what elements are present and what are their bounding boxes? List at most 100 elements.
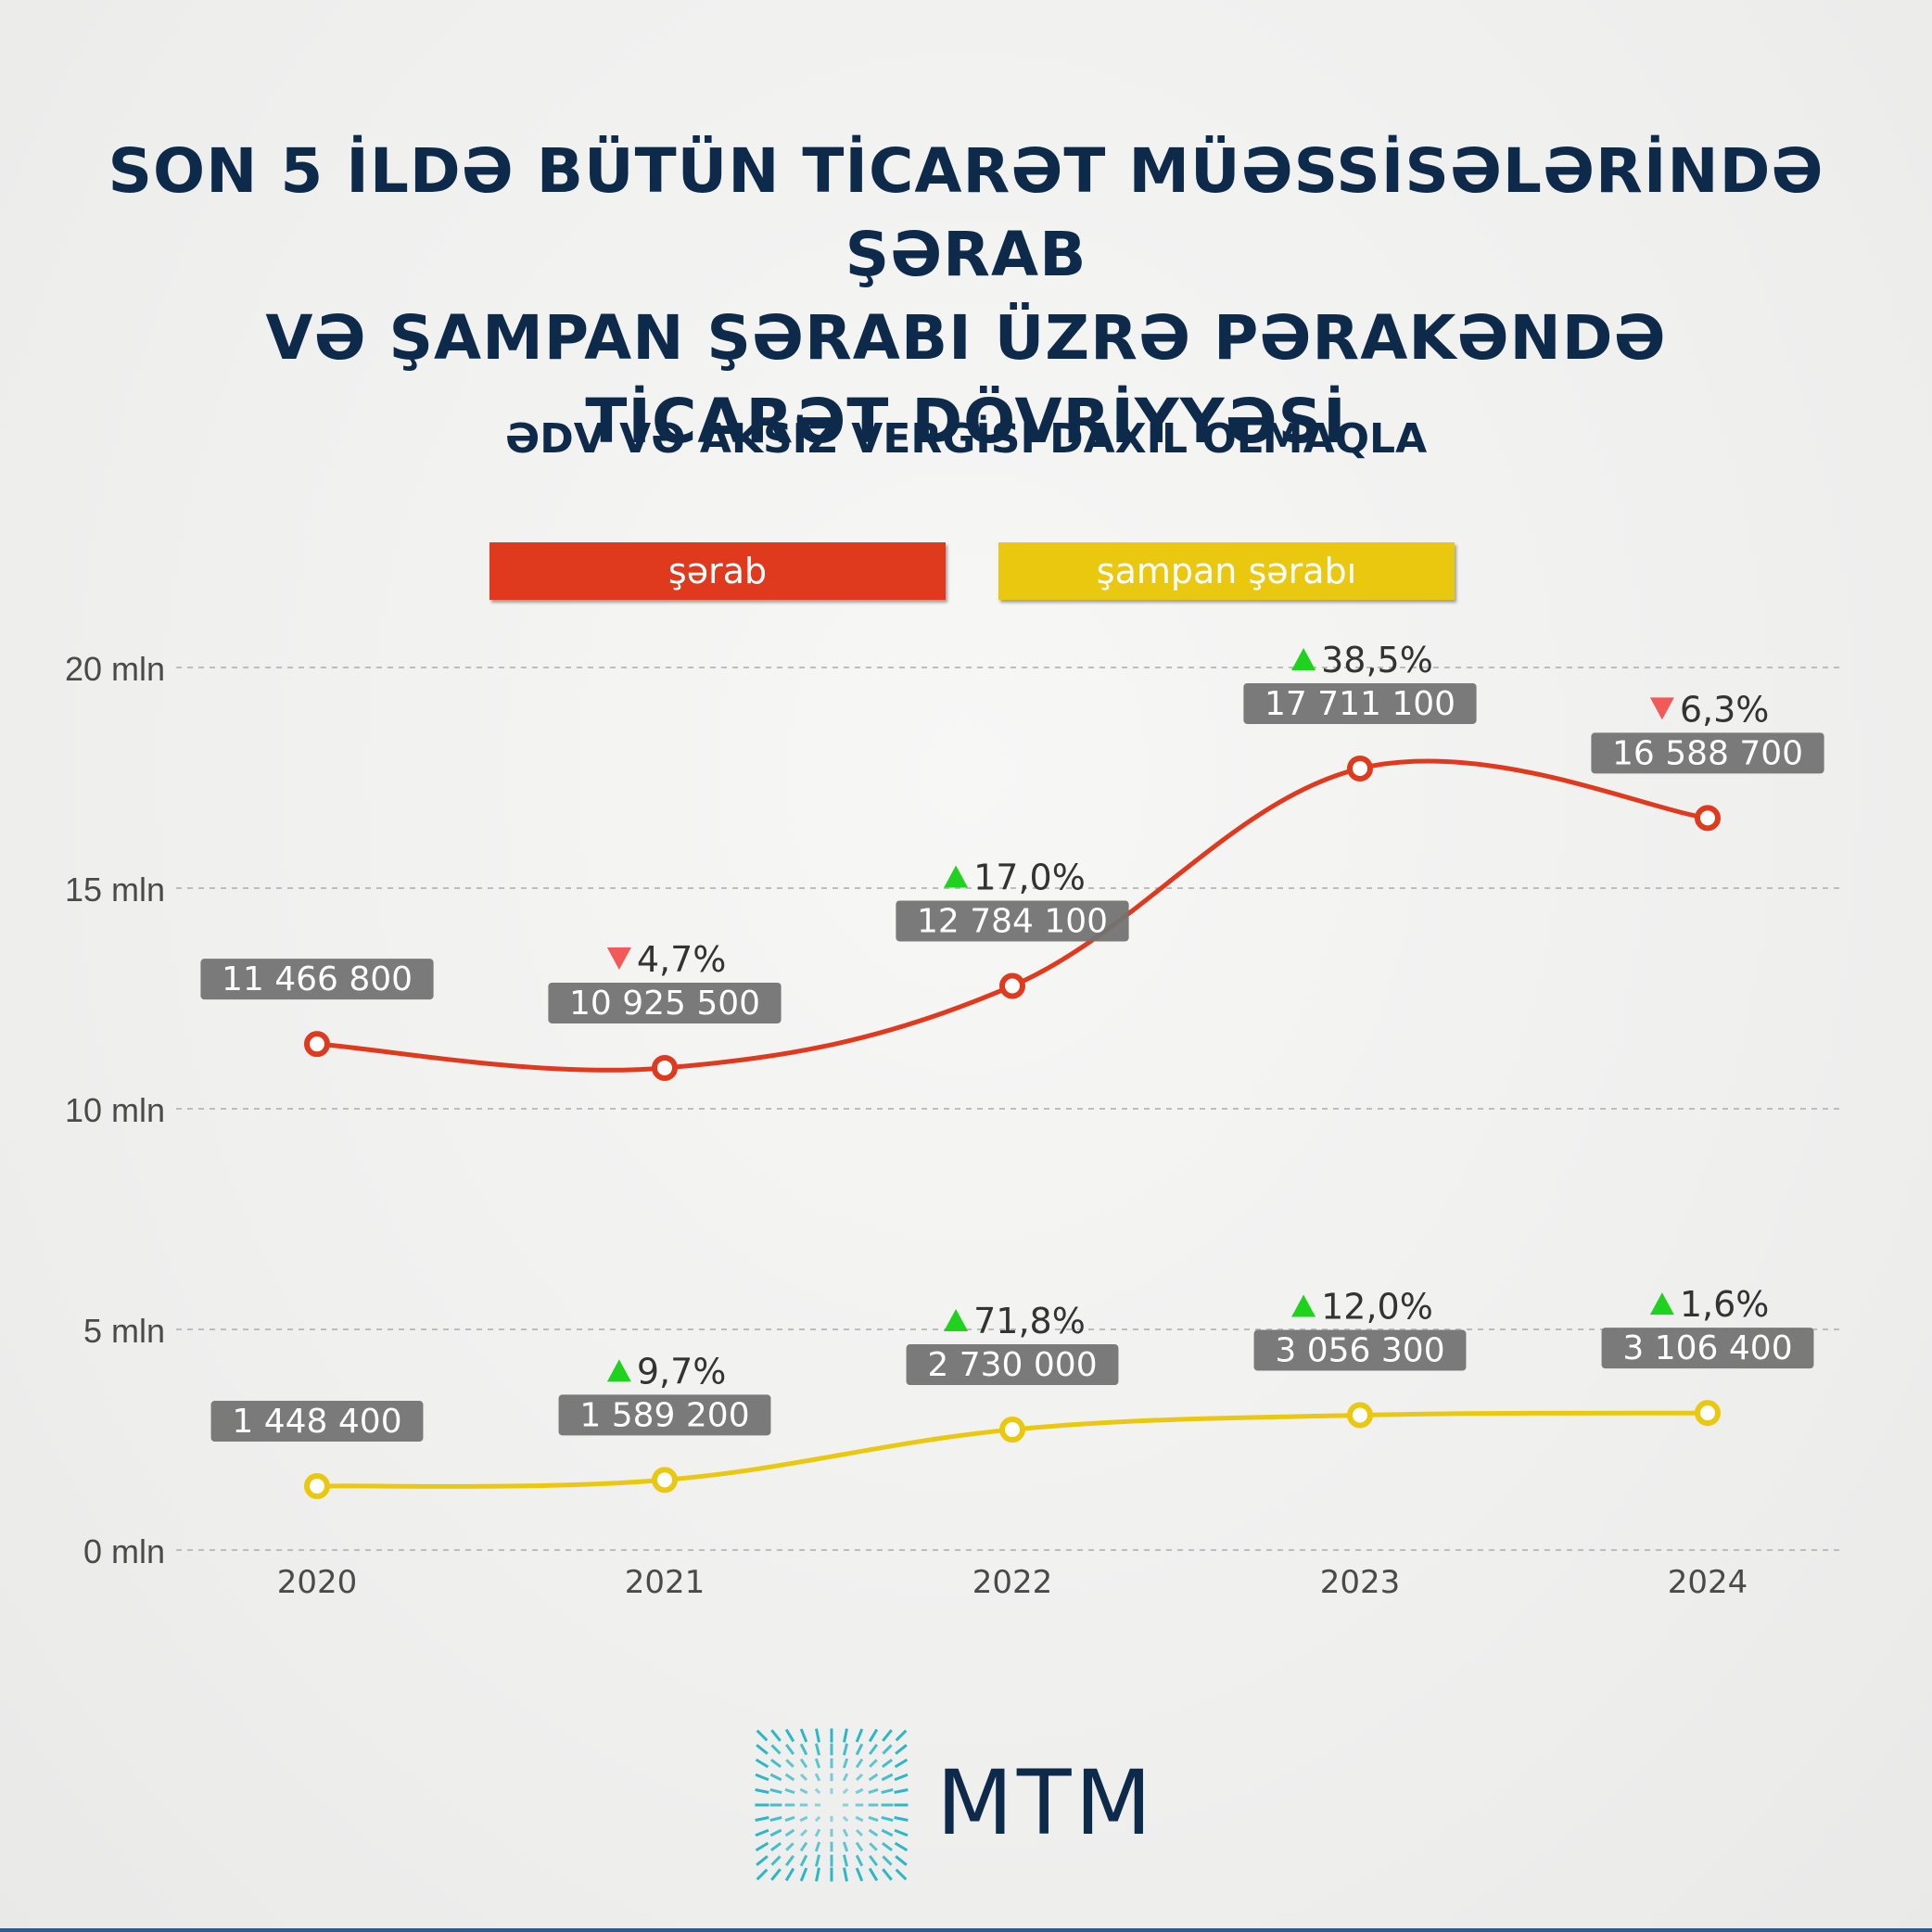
logo-ray	[799, 1828, 808, 1837]
logo-ray	[799, 1787, 808, 1795]
x-tick-label: 2020	[277, 1564, 358, 1601]
logo-ray	[842, 1773, 849, 1782]
data-label: 3 056 300	[1253, 1329, 1467, 1371]
logo-ray	[814, 1787, 821, 1795]
up-arrow-icon	[1291, 1294, 1316, 1317]
logo-ray	[868, 1867, 879, 1882]
logo-ray	[894, 1828, 909, 1837]
logo-ray	[894, 1788, 909, 1794]
data-label: 17 711 100	[1243, 682, 1477, 724]
logo-ray	[785, 1759, 794, 1768]
data-label-box	[1253, 1329, 1467, 1371]
data-label-box	[548, 982, 782, 1023]
data-label: 10 925 500	[548, 982, 782, 1023]
logo-ray	[842, 1841, 849, 1852]
logo-ray	[799, 1815, 808, 1823]
legend-item-wine: şərab	[489, 542, 946, 600]
change-label: 1,6%	[1680, 1284, 1770, 1325]
logo-ray	[881, 1828, 894, 1837]
data-point	[1347, 755, 1373, 782]
data-point	[304, 1031, 330, 1058]
logo-ray	[842, 1815, 849, 1823]
data-label-box	[906, 1344, 1119, 1386]
data-point	[652, 1054, 678, 1081]
data-point	[304, 1473, 330, 1500]
logo-ray	[814, 1773, 821, 1782]
logo-ray	[799, 1773, 808, 1782]
up-arrow-icon	[1291, 647, 1316, 670]
logo-ray	[881, 1815, 894, 1823]
logo-ray	[868, 1773, 879, 1782]
page-title: SON 5 İLDƏ BÜTÜN TİCARƏT MÜƏSSİSƏLƏRİNDƏ…	[93, 130, 1839, 464]
logo-ray	[895, 1729, 908, 1742]
data-label: 12 784 100	[896, 900, 1129, 942]
data-label-text: 10 925 500	[569, 985, 760, 1023]
logo-ray	[814, 1758, 821, 1769]
change-label: 6,3%	[1680, 689, 1770, 730]
logo-ray	[855, 1815, 864, 1823]
logo-ray	[894, 1773, 909, 1782]
data-label-box	[896, 900, 1129, 942]
logo-ray	[755, 1758, 769, 1769]
logo-ray	[769, 1815, 782, 1823]
x-tick-label: 2024	[1668, 1564, 1748, 1601]
logo-ray	[855, 1773, 864, 1782]
data-label-text: 1 589 200	[579, 1396, 749, 1434]
logo-ray	[895, 1744, 908, 1755]
logo-ray	[784, 1728, 795, 1743]
up-arrow-icon	[606, 1359, 631, 1382]
title-line: TİCARƏT DÖVRİYYƏSİ	[585, 386, 1347, 457]
data-label-text: 11 466 800	[222, 960, 413, 998]
logo-ray	[755, 1773, 769, 1782]
y-tick-label: 0 mln	[83, 1532, 165, 1570]
data-label: 1 589 200	[558, 1394, 771, 1436]
logo-ray	[855, 1854, 864, 1867]
logo-ray	[894, 1758, 909, 1769]
logo-ray	[814, 1743, 821, 1756]
logo-ray	[842, 1854, 849, 1867]
data-label: 3 106 400	[1601, 1328, 1814, 1369]
logo-ray	[868, 1728, 879, 1743]
logo-ray	[769, 1758, 782, 1769]
data-point	[999, 972, 1025, 999]
y-tick-label: 20 mln	[65, 650, 165, 688]
title-line: VƏ ŞAMPAN ŞƏRABI ÜZRƏ PƏRAKƏNDƏ	[265, 302, 1667, 374]
logo-ray	[769, 1773, 782, 1782]
logo-ray	[784, 1773, 795, 1782]
x-tick-label: 2021	[625, 1564, 705, 1601]
logo-ray	[815, 1867, 820, 1882]
change-label: 4,7%	[637, 939, 727, 980]
y-tick-label: 10 mln	[65, 1091, 165, 1129]
data-label-box	[200, 959, 434, 1000]
logo-ray	[784, 1854, 795, 1867]
data-label-text: 1 448 400	[232, 1403, 401, 1441]
logo-ray	[799, 1867, 808, 1882]
logo-ray	[769, 1787, 782, 1795]
logo-ray	[842, 1743, 849, 1756]
data-point	[999, 1417, 1025, 1443]
logo-ray	[895, 1868, 908, 1881]
logo-ray	[881, 1841, 894, 1852]
y-tick-label: 15 mln	[65, 871, 165, 909]
logo-ray	[784, 1867, 795, 1882]
logo-ray	[855, 1828, 864, 1837]
data-label: 16 588 700	[1591, 732, 1824, 774]
data-label-box	[210, 1401, 424, 1443]
logo-ray	[769, 1841, 782, 1852]
data-label-text: 2 730 000	[927, 1346, 1097, 1384]
logo-ray	[814, 1841, 821, 1852]
logo-ray	[881, 1758, 894, 1769]
x-tick-label: 2022	[972, 1564, 1053, 1601]
logo-ray	[755, 1788, 769, 1794]
bottom-divider	[0, 1928, 1932, 1932]
data-label-text: 3 056 300	[1275, 1332, 1444, 1370]
logo-ray	[770, 1855, 782, 1866]
up-arrow-icon	[944, 865, 969, 888]
logo-ray	[815, 1728, 820, 1743]
logo-ray	[855, 1867, 864, 1882]
x-tick-label: 2023	[1320, 1564, 1401, 1601]
data-label-text: 3 106 400	[1622, 1329, 1792, 1367]
logo-text: MTM	[936, 1751, 1156, 1855]
data-label-box	[1243, 682, 1477, 724]
logo-ray	[784, 1815, 795, 1823]
